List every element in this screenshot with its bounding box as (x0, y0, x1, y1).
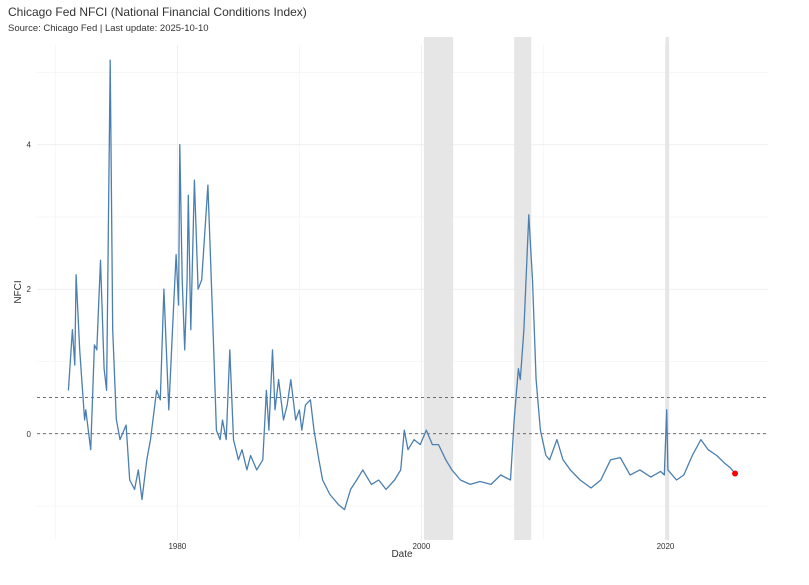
x-tick-label: 1980 (168, 542, 186, 551)
x-axis-label: Date (391, 549, 413, 560)
x-tick-label: 2000 (413, 542, 431, 551)
recession-shade (514, 37, 532, 540)
chart-title: Chicago Fed NFCI (National Financial Con… (8, 5, 307, 19)
last-point (732, 470, 739, 477)
chart-subtitle: Source: Chicago Fed | Last update: 2025-… (8, 23, 209, 34)
y-axis-label: NFCI (13, 280, 24, 303)
recession-shade (423, 37, 454, 540)
y-tick-label: 0 (27, 430, 32, 439)
data-line (67, 59, 736, 511)
y-tick-label: 4 (27, 141, 32, 150)
x-tick-label: 2020 (657, 542, 675, 551)
recession-shade (665, 37, 670, 540)
y-tick-label: 2 (27, 285, 32, 294)
